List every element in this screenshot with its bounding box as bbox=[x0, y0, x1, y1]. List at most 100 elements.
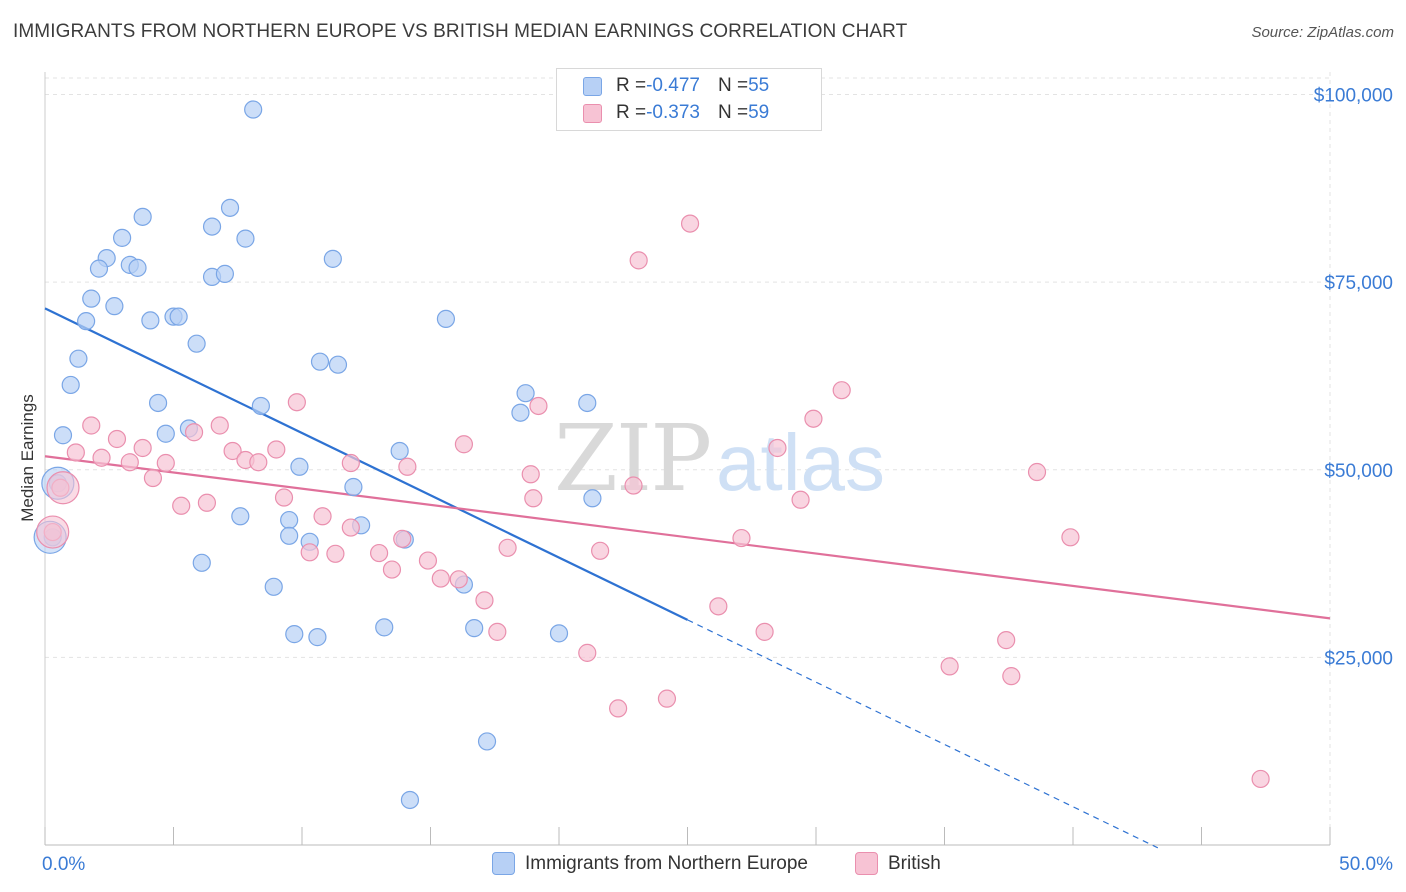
point-british bbox=[591, 541, 610, 560]
point-immigrants bbox=[105, 297, 124, 316]
trend-line-british bbox=[44, 455, 1331, 620]
point-immigrants bbox=[583, 489, 602, 508]
point-immigrants bbox=[231, 507, 250, 526]
point-british-large bbox=[46, 471, 80, 505]
point-british bbox=[398, 457, 417, 476]
point-immigrants bbox=[578, 393, 597, 413]
point-british bbox=[832, 381, 851, 400]
point-british bbox=[92, 448, 111, 467]
point-british bbox=[498, 538, 517, 557]
point-immigrants bbox=[264, 577, 283, 596]
point-immigrants bbox=[128, 258, 147, 277]
point-british bbox=[249, 453, 268, 472]
point-immigrants bbox=[187, 334, 206, 353]
point-immigrants bbox=[511, 403, 530, 422]
point-british bbox=[624, 476, 643, 495]
point-british bbox=[382, 560, 402, 579]
y-tick-label: $25,000 bbox=[1324, 648, 1393, 669]
bottom-legend: Immigrants from Northern Europe British bbox=[0, 852, 1406, 878]
point-british bbox=[267, 440, 286, 459]
data-points bbox=[33, 100, 1270, 810]
trend-line-immigrants bbox=[44, 307, 688, 621]
point-british bbox=[120, 453, 139, 472]
point-immigrants bbox=[308, 628, 327, 647]
point-british bbox=[609, 699, 628, 718]
point-immigrants bbox=[285, 625, 304, 644]
point-immigrants bbox=[53, 426, 73, 445]
point-immigrants bbox=[156, 424, 175, 443]
legend-r-value: -0.477 bbox=[646, 75, 700, 96]
point-british bbox=[997, 631, 1016, 650]
source-label: Source: ZipAtlas.com bbox=[1251, 24, 1394, 41]
watermark-zip: ZIP bbox=[554, 405, 710, 512]
point-british bbox=[1027, 462, 1047, 482]
point-immigrants bbox=[549, 624, 569, 643]
watermark: ZIP atlas bbox=[554, 405, 885, 512]
point-immigrants bbox=[215, 264, 234, 283]
bottom-legend-british: British bbox=[855, 852, 941, 875]
point-immigrants bbox=[310, 352, 330, 371]
legend-swatch-blue bbox=[583, 76, 602, 96]
tick-labels: $25,000 $50,000 $75,000 $100,000 0.0% 50.0% bbox=[42, 86, 1393, 875]
point-british bbox=[431, 569, 450, 588]
point-immigrants bbox=[280, 510, 299, 530]
point-british bbox=[449, 570, 468, 589]
legend-n-label: N = bbox=[717, 75, 749, 96]
point-british bbox=[341, 453, 360, 473]
point-british bbox=[680, 214, 700, 233]
point-british bbox=[197, 493, 217, 512]
point-immigrants bbox=[516, 384, 535, 403]
point-immigrants bbox=[236, 229, 255, 248]
point-british bbox=[488, 622, 507, 641]
legend-n-value: 55 bbox=[748, 75, 770, 96]
legend-row-immigrants: R = -0.477 N = 55 bbox=[583, 73, 769, 99]
point-immigrants bbox=[148, 393, 168, 413]
legend: R = -0.477 N = 55 R = -0.373 N = 59 bbox=[556, 68, 822, 131]
point-immigrants bbox=[69, 349, 88, 368]
point-british bbox=[156, 453, 175, 473]
point-british bbox=[578, 643, 597, 662]
bottom-legend-label: British bbox=[888, 852, 941, 874]
point-immigrants bbox=[251, 396, 270, 416]
bottom-legend-swatch-blue bbox=[492, 852, 515, 875]
point-immigrants bbox=[112, 228, 132, 247]
axes bbox=[44, 72, 1331, 846]
y-tick-label: $75,000 bbox=[1324, 273, 1393, 294]
bottom-legend-swatch-pink bbox=[855, 852, 878, 875]
point-british bbox=[107, 429, 127, 449]
legend-swatch-pink bbox=[583, 103, 602, 123]
point-british bbox=[475, 591, 494, 610]
legend-r-label: R = bbox=[616, 75, 647, 96]
point-british bbox=[521, 465, 540, 484]
legend-row-british: R = -0.373 N = 59 bbox=[583, 100, 769, 126]
point-british bbox=[524, 489, 543, 508]
point-british bbox=[66, 443, 85, 462]
point-immigrants bbox=[328, 355, 348, 374]
point-british bbox=[370, 543, 389, 563]
point-immigrants bbox=[169, 307, 188, 326]
point-british bbox=[172, 496, 191, 515]
point-immigrants bbox=[141, 311, 160, 330]
point-british bbox=[393, 529, 412, 548]
point-immigrants bbox=[61, 375, 80, 395]
point-british bbox=[732, 528, 751, 548]
x-tick-label-max: 50.0% bbox=[1339, 854, 1393, 875]
point-immigrants bbox=[390, 441, 409, 461]
point-immigrants bbox=[89, 259, 109, 278]
bottom-legend-label: Immigrants from Northern Europe bbox=[525, 852, 808, 874]
point-british bbox=[223, 441, 242, 461]
legend-n-label: N = bbox=[717, 102, 749, 123]
trend-lines bbox=[44, 307, 1331, 849]
point-british bbox=[82, 416, 101, 435]
point-immigrants bbox=[400, 790, 420, 810]
point-british bbox=[287, 393, 306, 412]
point-british bbox=[629, 251, 648, 270]
point-british bbox=[657, 689, 677, 708]
point-british bbox=[274, 488, 294, 507]
point-british bbox=[341, 518, 360, 537]
trend-line-immigrants-dashed bbox=[687, 619, 1159, 849]
point-british bbox=[804, 409, 823, 428]
point-immigrants bbox=[465, 619, 484, 638]
point-british bbox=[940, 657, 959, 676]
point-british bbox=[143, 468, 163, 488]
